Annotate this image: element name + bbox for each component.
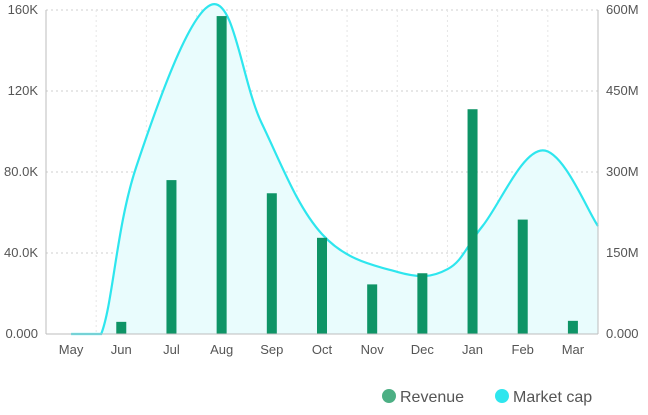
revenue-bar-layer [116,16,578,334]
revenue-bar[interactable] [367,284,378,334]
x-tick-label: Jul [163,342,180,357]
x-tick-label: Oct [312,342,333,357]
revenue-bar[interactable] [116,321,127,334]
x-tick-label: Jan [462,342,483,357]
y-right-tick-label: 0.000 [606,326,639,341]
market-cap-area-layer [71,3,599,336]
y-left-tick-label: 160K [8,2,39,17]
x-tick-label: Aug [210,342,233,357]
legend-item-market-cap[interactable]: Market cap [495,389,592,406]
revenue-bar[interactable] [317,237,327,334]
revenue-bar[interactable] [417,273,428,334]
x-tick-label: Sep [260,342,283,357]
revenue-bar[interactable] [467,109,478,334]
y-right-tick-label: 600M [606,2,639,17]
x-tick-label: Feb [512,342,534,357]
y-left-tick-label: 0.000 [5,326,38,341]
legend-label-revenue: Revenue [400,389,464,406]
revenue-bar[interactable] [166,180,177,334]
legend-label-market-cap: Market cap [513,389,592,406]
revenue-bar[interactable] [517,219,528,334]
y-left-tick-label: 120K [8,83,39,98]
revenue-bar[interactable] [216,16,227,334]
legend: Revenue Market cap [382,389,592,406]
legend-item-revenue[interactable]: Revenue [382,389,464,406]
revenue-bar[interactable] [266,193,277,334]
x-tick-label: May [59,342,84,357]
axis-layer: May Jun Jul Aug Sep Oct Nov Dec Jan Feb Mar 0.000 40… [4,2,639,357]
x-tick-label: Nov [361,342,385,357]
x-tick-label: Jun [111,342,132,357]
market-cap-line [71,3,599,336]
y-right-tick-label: 300M [606,164,639,179]
legend-swatch-market-cap [495,389,509,403]
x-tick-label: Mar [562,342,585,357]
legend-swatch-revenue [382,389,396,403]
x-tick-label: Dec [411,342,435,357]
y-left-tick-label: 80.0K [4,164,38,179]
y-right-tick-label: 450M [606,83,639,98]
revenue-bar[interactable] [567,320,578,334]
y-left-tick-label: 40.0K [4,245,38,260]
y-right-tick-label: 150M [606,245,639,260]
